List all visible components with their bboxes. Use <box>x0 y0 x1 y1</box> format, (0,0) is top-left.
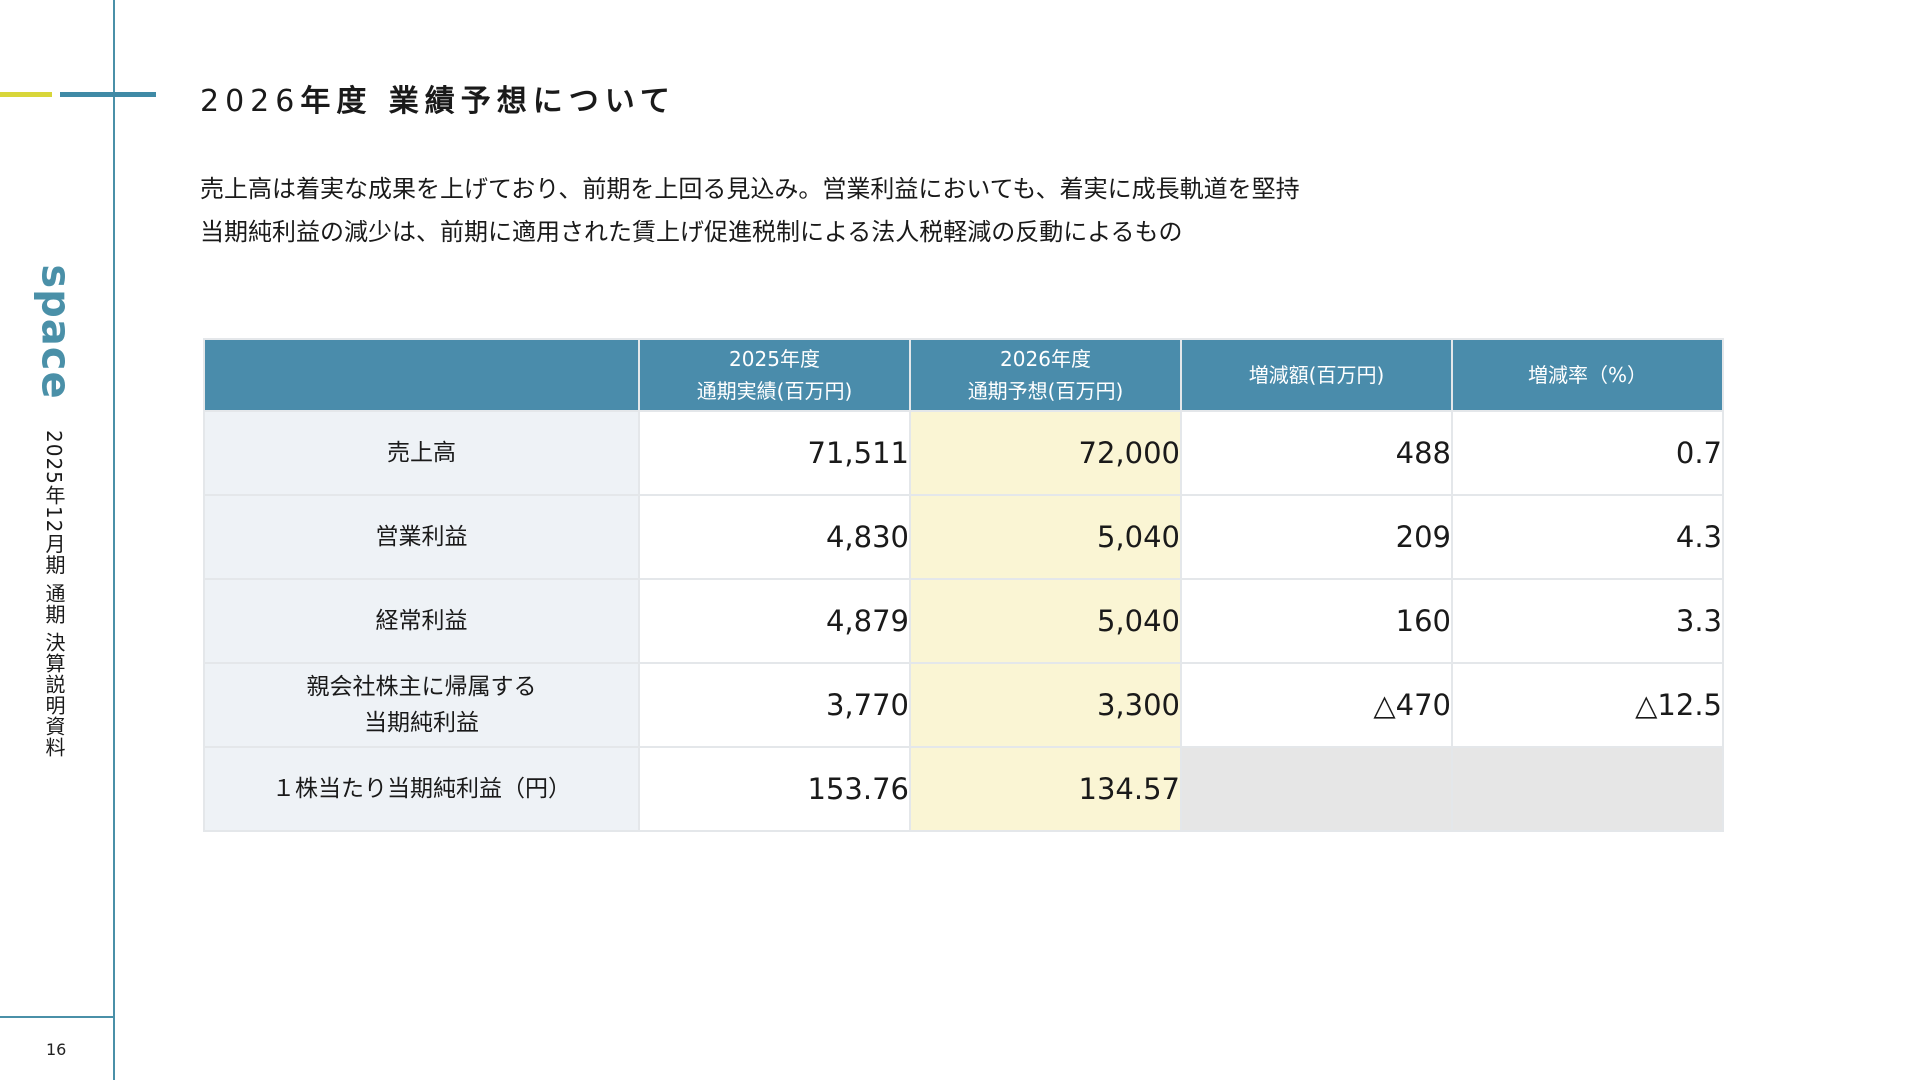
actual-cell: 4,879 <box>638 578 911 664</box>
summary-line-2: 当期純利益の減少は、前期に適用された賃上げ促進税制による法人税軽減の反動によるも… <box>200 218 1183 246</box>
table-row: 売上高 71,511 72,000 488 0.7 <box>203 410 1724 496</box>
row-label-cell: １株当たり当期純利益（円） <box>203 746 640 832</box>
row-label: 営業利益 <box>375 524 468 550</box>
rate-cell: 4.3 <box>1451 494 1724 580</box>
accent-bar-blue <box>60 92 156 97</box>
table-row: １株当たり当期純利益（円） 153.76 134.57 <box>203 746 1724 832</box>
document-title: 2025年12月期 通期 決算説明資料 <box>42 430 66 759</box>
rate-cell-empty <box>1451 746 1724 832</box>
change-cell-empty <box>1180 746 1453 832</box>
page-title-year: 2026 <box>200 84 301 119</box>
forecast-cell: 5,040 <box>909 578 1182 664</box>
header-label: 2025年度 <box>729 347 820 371</box>
actual-cell: 153.76 <box>638 746 911 832</box>
row-label-cell: 親会社株主に帰属する 当期純利益 <box>203 662 640 748</box>
row-label-cell: 経常利益 <box>203 578 640 664</box>
rate-cell: 3.3 <box>1451 578 1724 664</box>
accent-bar-yellow <box>0 92 52 97</box>
sidebar-divider-horizontal <box>0 1016 113 1018</box>
forecast-cell: 5,040 <box>909 494 1182 580</box>
actual-cell: 71,511 <box>638 410 911 496</box>
summary-text: 売上高は着実な成果を上げており、前期を上回る見込み。営業利益においても、着実に成… <box>200 168 1300 254</box>
row-label: 親会社株主に帰属する <box>306 674 537 700</box>
change-cell: △470 <box>1180 662 1453 748</box>
row-label-line2: 当期純利益 <box>364 710 479 736</box>
change-cell: 160 <box>1180 578 1453 664</box>
logo-text: space <box>33 264 79 400</box>
row-label: 売上高 <box>387 440 456 466</box>
row-label: 経常利益 <box>375 608 468 634</box>
header-sublabel: 通期予想(百万円) <box>967 379 1124 403</box>
header-cell-change: 増減額(百万円) <box>1180 338 1453 412</box>
table-row: 親会社株主に帰属する 当期純利益 3,770 3,300 △470 △12.5 <box>203 662 1724 748</box>
space-logo: space <box>18 262 94 402</box>
actual-cell: 4,830 <box>638 494 911 580</box>
page-title: 2026年度 業績予想について <box>200 76 676 120</box>
header-label: 増減額(百万円) <box>1248 363 1385 387</box>
header-cell-rate: 増減率（%） <box>1451 338 1724 412</box>
header-label: 増減率（%） <box>1527 363 1647 387</box>
header-sublabel: 通期実績(百万円) <box>696 379 853 403</box>
header-cell-blank <box>203 338 640 412</box>
forecast-cell: 134.57 <box>909 746 1182 832</box>
row-label-cell: 営業利益 <box>203 494 640 580</box>
row-label: １株当たり当期純利益（円） <box>272 776 571 802</box>
actual-cell: 3,770 <box>638 662 911 748</box>
rate-cell: 0.7 <box>1451 410 1724 496</box>
table-row: 経常利益 4,879 5,040 160 3.3 <box>203 578 1724 664</box>
header-label: 2026年度 <box>1000 347 1091 371</box>
summary-line-1: 売上高は着実な成果を上げており、前期を上回る見込み。営業利益においても、着実に成… <box>200 175 1300 203</box>
change-cell: 209 <box>1180 494 1453 580</box>
rate-cell: △12.5 <box>1451 662 1724 748</box>
forecast-cell: 3,300 <box>909 662 1182 748</box>
row-label-cell: 売上高 <box>203 410 640 496</box>
page-title-text: 年度 業績予想について <box>300 84 676 119</box>
change-cell: 488 <box>1180 410 1453 496</box>
forecast-table: 2025年度 通期実績(百万円) 2026年度 通期予想(百万円) 増減額(百万… <box>203 338 1724 832</box>
forecast-cell: 72,000 <box>909 410 1182 496</box>
table-header-row: 2025年度 通期実績(百万円) 2026年度 通期予想(百万円) 増減額(百万… <box>203 338 1724 412</box>
page-number: 16 <box>46 1040 67 1059</box>
table-row: 営業利益 4,830 5,040 209 4.3 <box>203 494 1724 580</box>
header-cell-fy2026: 2026年度 通期予想(百万円) <box>909 338 1182 412</box>
sidebar-divider-vertical <box>113 0 115 1080</box>
header-cell-fy2025: 2025年度 通期実績(百万円) <box>638 338 911 412</box>
